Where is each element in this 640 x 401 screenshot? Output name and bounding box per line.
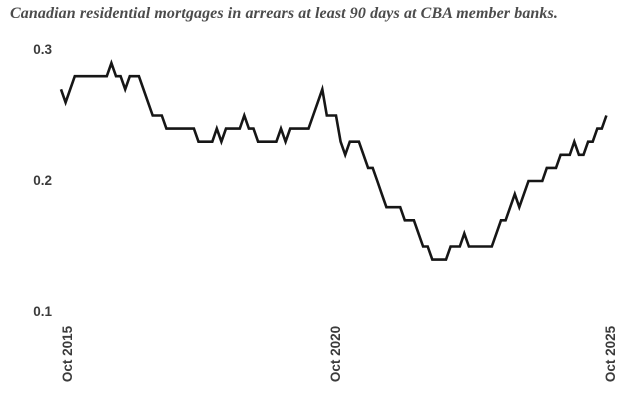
arrears-line (59, 59, 608, 261)
y-axis-tick-label: 0.3 (33, 42, 52, 57)
y-axis-tick-label: 0.2 (33, 173, 52, 188)
chart-title: Canadian residential mortgages in arrear… (10, 5, 558, 22)
x-axis-tick-label: Oct 2020 (328, 325, 343, 383)
y-axis-tick-label: 0.1 (33, 304, 52, 319)
x-axis-tick-label: Oct 2025 (603, 325, 618, 383)
x-axis-tick-label: Oct 2015 (60, 325, 75, 383)
